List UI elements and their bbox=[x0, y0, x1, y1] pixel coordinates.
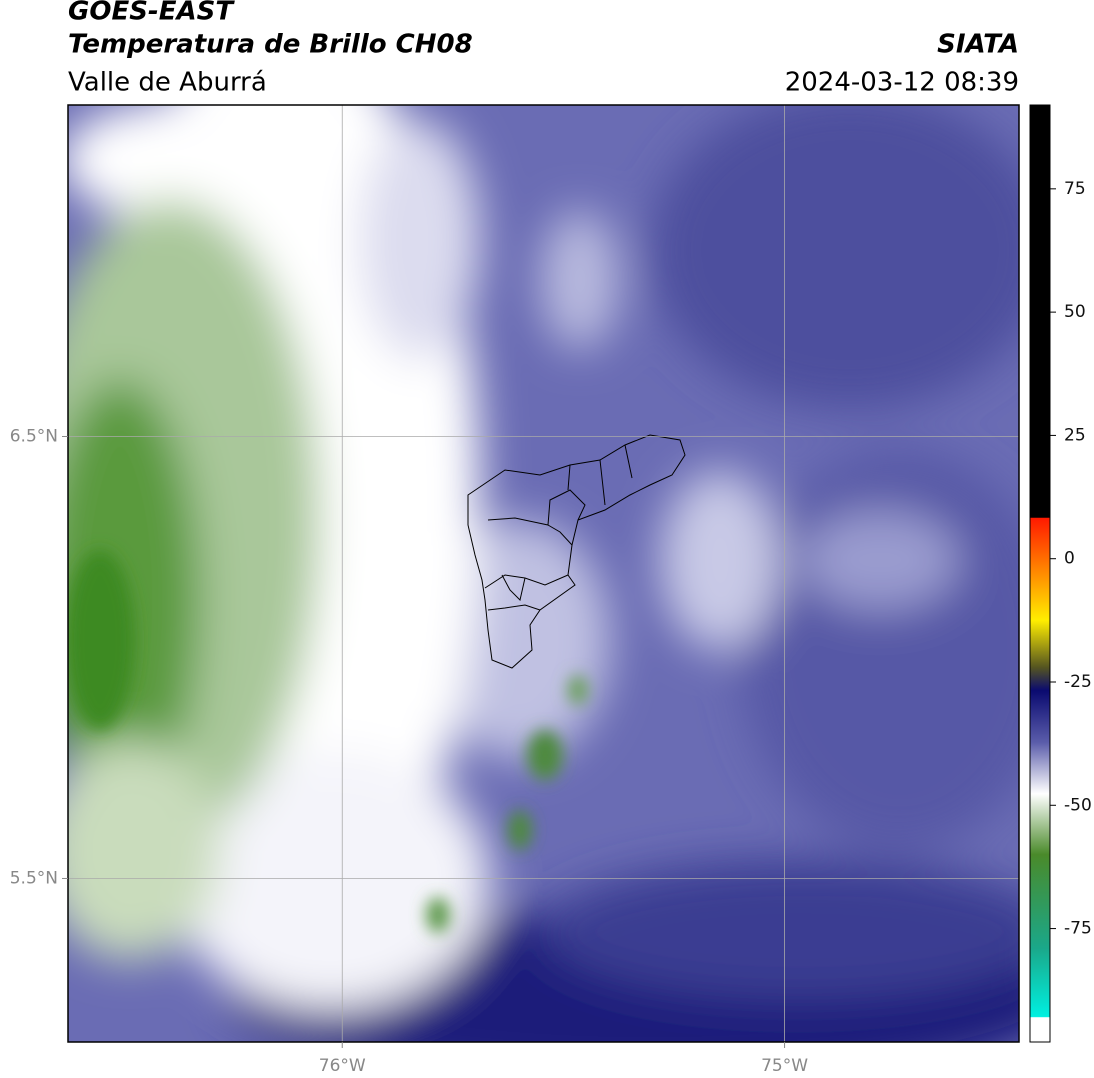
colorbar-tick-label: 75 bbox=[1064, 179, 1086, 199]
title: GOES-EAST bbox=[68, 0, 235, 27]
colorbar-tick-label: 0 bbox=[1064, 549, 1075, 569]
x-tick-label: 76°W bbox=[319, 1056, 366, 1076]
datetime: 2024-03-12 08:39 bbox=[785, 68, 1019, 98]
colorbar-tick-label: 25 bbox=[1064, 425, 1086, 445]
municipal-boundaries bbox=[467, 434, 686, 669]
y-tick-label: 6.5°N bbox=[10, 426, 58, 446]
subtitle: Temperatura de Brillo CH08 bbox=[68, 30, 473, 60]
colorbar-tick-label: -75 bbox=[1064, 919, 1092, 939]
colorbar-tick-label: -25 bbox=[1064, 672, 1092, 692]
x-tick-label: 75°W bbox=[761, 1056, 808, 1076]
grid bbox=[68, 105, 1019, 1042]
map-frame bbox=[67, 104, 1020, 1043]
colorbar bbox=[1029, 104, 1051, 1043]
colorbar-tick-label: 50 bbox=[1064, 302, 1086, 322]
colorbar-tick-label: -50 bbox=[1064, 795, 1092, 815]
satellite-image bbox=[68, 105, 1019, 1042]
region: Valle de Aburrá bbox=[68, 68, 267, 98]
source: SIATA bbox=[937, 30, 1019, 60]
y-tick-label: 5.5°N bbox=[10, 868, 58, 888]
